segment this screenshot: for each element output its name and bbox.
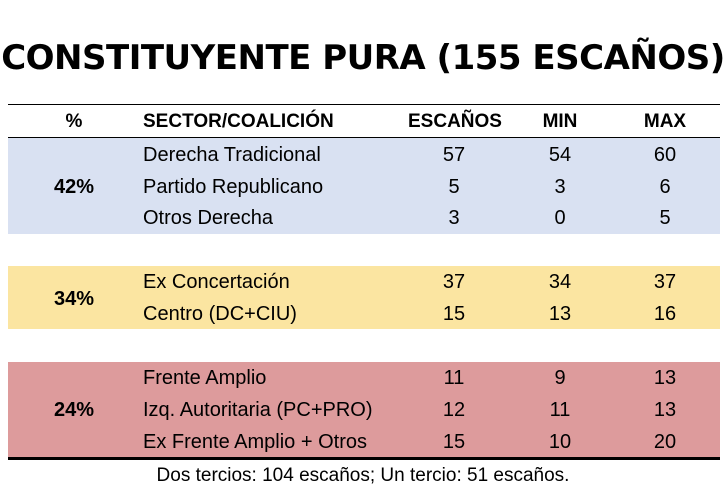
page-title: CONSTITUYENTE PURA (155 ESCAÑOS) (1, 38, 725, 78)
group-percentage: 34% (53, 288, 95, 310)
column-header-max: MAX (643, 111, 687, 132)
column-header-seats: ESCAÑOS (408, 111, 502, 132)
sector-name: Derecha Tradicional (143, 144, 321, 166)
min-value: 9 (554, 367, 566, 389)
sector-name: Izq. Autoritaria (PC+PRO) (143, 399, 373, 421)
header-top-rule (8, 104, 720, 105)
min-value: 10 (548, 431, 572, 453)
table-bottom-rule (8, 457, 720, 460)
header-bottom-rule (8, 137, 720, 138)
min-value: 34 (548, 271, 572, 293)
max-value: 16 (653, 303, 677, 325)
seats-value: 57 (442, 144, 466, 166)
max-value: 13 (653, 367, 677, 389)
min-value: 11 (549, 399, 571, 421)
table-row: Ex Frente Amplio + Otros 15 10 20 (0, 426, 726, 458)
seats-value: 3 (448, 207, 460, 229)
max-value: 5 (659, 207, 671, 229)
sector-name: Ex Concertación (143, 271, 290, 293)
table-header: % SECTOR/COALICIÓN ESCAÑOS MIN MAX (0, 108, 726, 136)
min-value: 0 (554, 207, 566, 229)
sector-name: Partido Republicano (143, 176, 324, 198)
column-header-sector: SECTOR/COALICIÓN (143, 111, 334, 132)
footnote: Dos tercios: 104 escaños; Un tercio: 51 … (156, 465, 570, 486)
group-percentage: 42% (53, 176, 95, 198)
seats-value: 15 (442, 431, 466, 453)
min-value: 54 (548, 144, 572, 166)
group-left-band (8, 362, 720, 457)
max-value: 60 (653, 144, 677, 166)
min-value: 3 (554, 176, 566, 198)
seats-value: 12 (442, 399, 466, 421)
group-center-band (8, 266, 720, 329)
sector-name: Frente Amplio (143, 367, 267, 389)
seats-value: 5 (448, 176, 460, 198)
max-value: 13 (653, 399, 677, 421)
table-row: Frente Amplio 11 9 13 (0, 362, 726, 394)
seats-value: 15 (442, 303, 466, 325)
max-value: 6 (659, 176, 671, 198)
column-header-min: MIN (542, 111, 578, 132)
sector-name: Ex Frente Amplio + Otros (143, 431, 367, 453)
table-row: Izq. Autoritaria (PC+PRO) 12 11 13 (0, 394, 726, 426)
sector-name: Otros Derecha (143, 207, 274, 229)
table-row: Partido Republicano 5 3 6 (0, 171, 726, 203)
min-value: 13 (548, 303, 572, 325)
table-row: Otros Derecha 3 0 5 (0, 202, 726, 234)
seats-value: 37 (442, 271, 466, 293)
sector-name: Centro (DC+CIU) (143, 303, 297, 325)
max-value: 37 (653, 271, 677, 293)
group-right-band (8, 138, 720, 234)
seats-value: 11 (443, 367, 465, 389)
table-row: Ex Concertación 37 34 37 (0, 266, 726, 298)
table-row: Centro (DC+CIU) 15 13 16 (0, 298, 726, 330)
column-header-pct: % (65, 111, 83, 132)
max-value: 20 (653, 431, 677, 453)
group-percentage: 24% (53, 399, 95, 421)
table-row: Derecha Tradicional 57 54 60 (0, 139, 726, 171)
